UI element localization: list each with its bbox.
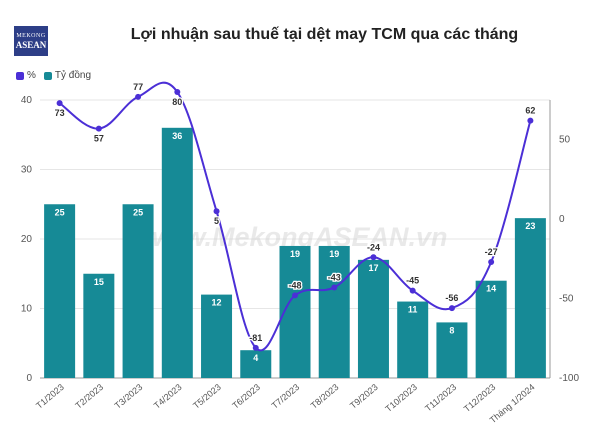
bar bbox=[397, 301, 429, 378]
x-tick-label: T10/2023 bbox=[383, 382, 419, 414]
bar bbox=[122, 204, 154, 378]
x-tick-label: T5/2023 bbox=[191, 382, 223, 411]
bar bbox=[44, 204, 76, 378]
bar bbox=[240, 350, 272, 378]
bar-data-label: 19 bbox=[329, 249, 339, 259]
line-point bbox=[56, 100, 63, 107]
logo: MEKONG ASEAN bbox=[14, 26, 48, 56]
x-tick-label: T7/2023 bbox=[270, 382, 302, 411]
line-data-label: -56 bbox=[445, 293, 458, 303]
line-data-label: -24 bbox=[367, 242, 380, 252]
x-tick-label: T3/2023 bbox=[113, 382, 145, 411]
bar-data-label: 19 bbox=[290, 249, 300, 259]
bar-data-label: 4 bbox=[253, 353, 258, 363]
bar bbox=[201, 294, 233, 378]
line-data-label: -81 bbox=[249, 333, 262, 343]
x-tick-label: T11/2023 bbox=[423, 382, 458, 414]
bar-data-label: 17 bbox=[368, 263, 378, 273]
line-point bbox=[252, 344, 259, 351]
bar-data-label: 36 bbox=[172, 131, 182, 141]
logo-line2: ASEAN bbox=[15, 40, 47, 50]
y-left-tick-label: 40 bbox=[21, 95, 33, 106]
bar-data-label: 25 bbox=[133, 207, 143, 217]
line-point bbox=[213, 208, 220, 215]
legend-item-percent[interactable]: % bbox=[16, 70, 36, 81]
line-point bbox=[174, 89, 181, 96]
line-series-percent bbox=[59, 81, 532, 352]
y-right-tick-label: -50 bbox=[559, 294, 574, 305]
x-tick-label: T8/2023 bbox=[309, 382, 341, 411]
bar bbox=[514, 218, 546, 378]
line-point bbox=[95, 125, 102, 132]
bar-data-label: 15 bbox=[94, 277, 104, 287]
x-tick-label: T4/2023 bbox=[152, 382, 184, 411]
bar bbox=[83, 273, 115, 378]
legend-item-billion[interactable]: Tỷ đồng bbox=[43, 70, 92, 81]
line-data-label: -43 bbox=[328, 272, 341, 282]
legend: % Tỷ đồng bbox=[16, 70, 91, 81]
y-right-tick-label: 50 bbox=[559, 135, 571, 146]
bar bbox=[357, 259, 389, 378]
line-point bbox=[135, 93, 142, 100]
legend-label-percent: % bbox=[27, 70, 36, 81]
x-tick-label: T6/2023 bbox=[230, 382, 262, 411]
line-point bbox=[527, 117, 534, 124]
bar-data-label: 23 bbox=[525, 221, 535, 231]
bar bbox=[318, 245, 350, 378]
x-tick-label: T1/2023 bbox=[34, 382, 66, 411]
bar bbox=[475, 280, 507, 378]
bar-data-label: 25 bbox=[55, 207, 65, 217]
y-left-tick-label: 10 bbox=[21, 304, 33, 315]
logo-line1: MEKONG bbox=[16, 33, 46, 39]
x-tick-label: T2/2023 bbox=[73, 382, 105, 411]
bar-data-label: 14 bbox=[486, 284, 496, 294]
line-point bbox=[292, 292, 298, 299]
bar-data-label: 8 bbox=[449, 325, 454, 335]
y-right-tick-label: -100 bbox=[559, 373, 579, 384]
line-point bbox=[488, 259, 495, 266]
line-data-label: 62 bbox=[525, 106, 535, 116]
y-left-tick-label: 0 bbox=[26, 373, 32, 384]
bar bbox=[436, 322, 468, 378]
bar-data-label: 12 bbox=[212, 298, 222, 308]
x-tick-label: T12/2023 bbox=[462, 382, 498, 414]
line-data-label: 80 bbox=[172, 97, 182, 107]
x-tick-label: T9/2023 bbox=[348, 382, 380, 411]
line-point bbox=[331, 284, 338, 291]
line-data-label: -27 bbox=[485, 247, 498, 257]
y-right-tick-label: 0 bbox=[559, 214, 565, 225]
line-data-label: 5 bbox=[214, 216, 219, 226]
line-data-label: 73 bbox=[55, 108, 65, 118]
line-point bbox=[370, 254, 377, 261]
line-point bbox=[409, 287, 416, 294]
line-point bbox=[448, 305, 455, 312]
chart-title: Lợi nhuận sau thuế tại dệt may TCM qua c… bbox=[130, 26, 519, 43]
legend-label-billion: Tỷ đồng bbox=[54, 70, 92, 81]
bar bbox=[161, 127, 193, 378]
legend-swatch-percent bbox=[16, 71, 24, 80]
line-data-label: 77 bbox=[133, 82, 143, 92]
line-data-label: -48 bbox=[288, 280, 301, 290]
line-data-label: 57 bbox=[94, 134, 104, 144]
y-left-tick-label: 30 bbox=[21, 165, 33, 176]
line-data-label: -45 bbox=[406, 276, 419, 286]
bar-data-label: 11 bbox=[408, 305, 418, 315]
y-left-tick-label: 20 bbox=[21, 234, 33, 245]
legend-swatch-billion bbox=[43, 71, 52, 80]
